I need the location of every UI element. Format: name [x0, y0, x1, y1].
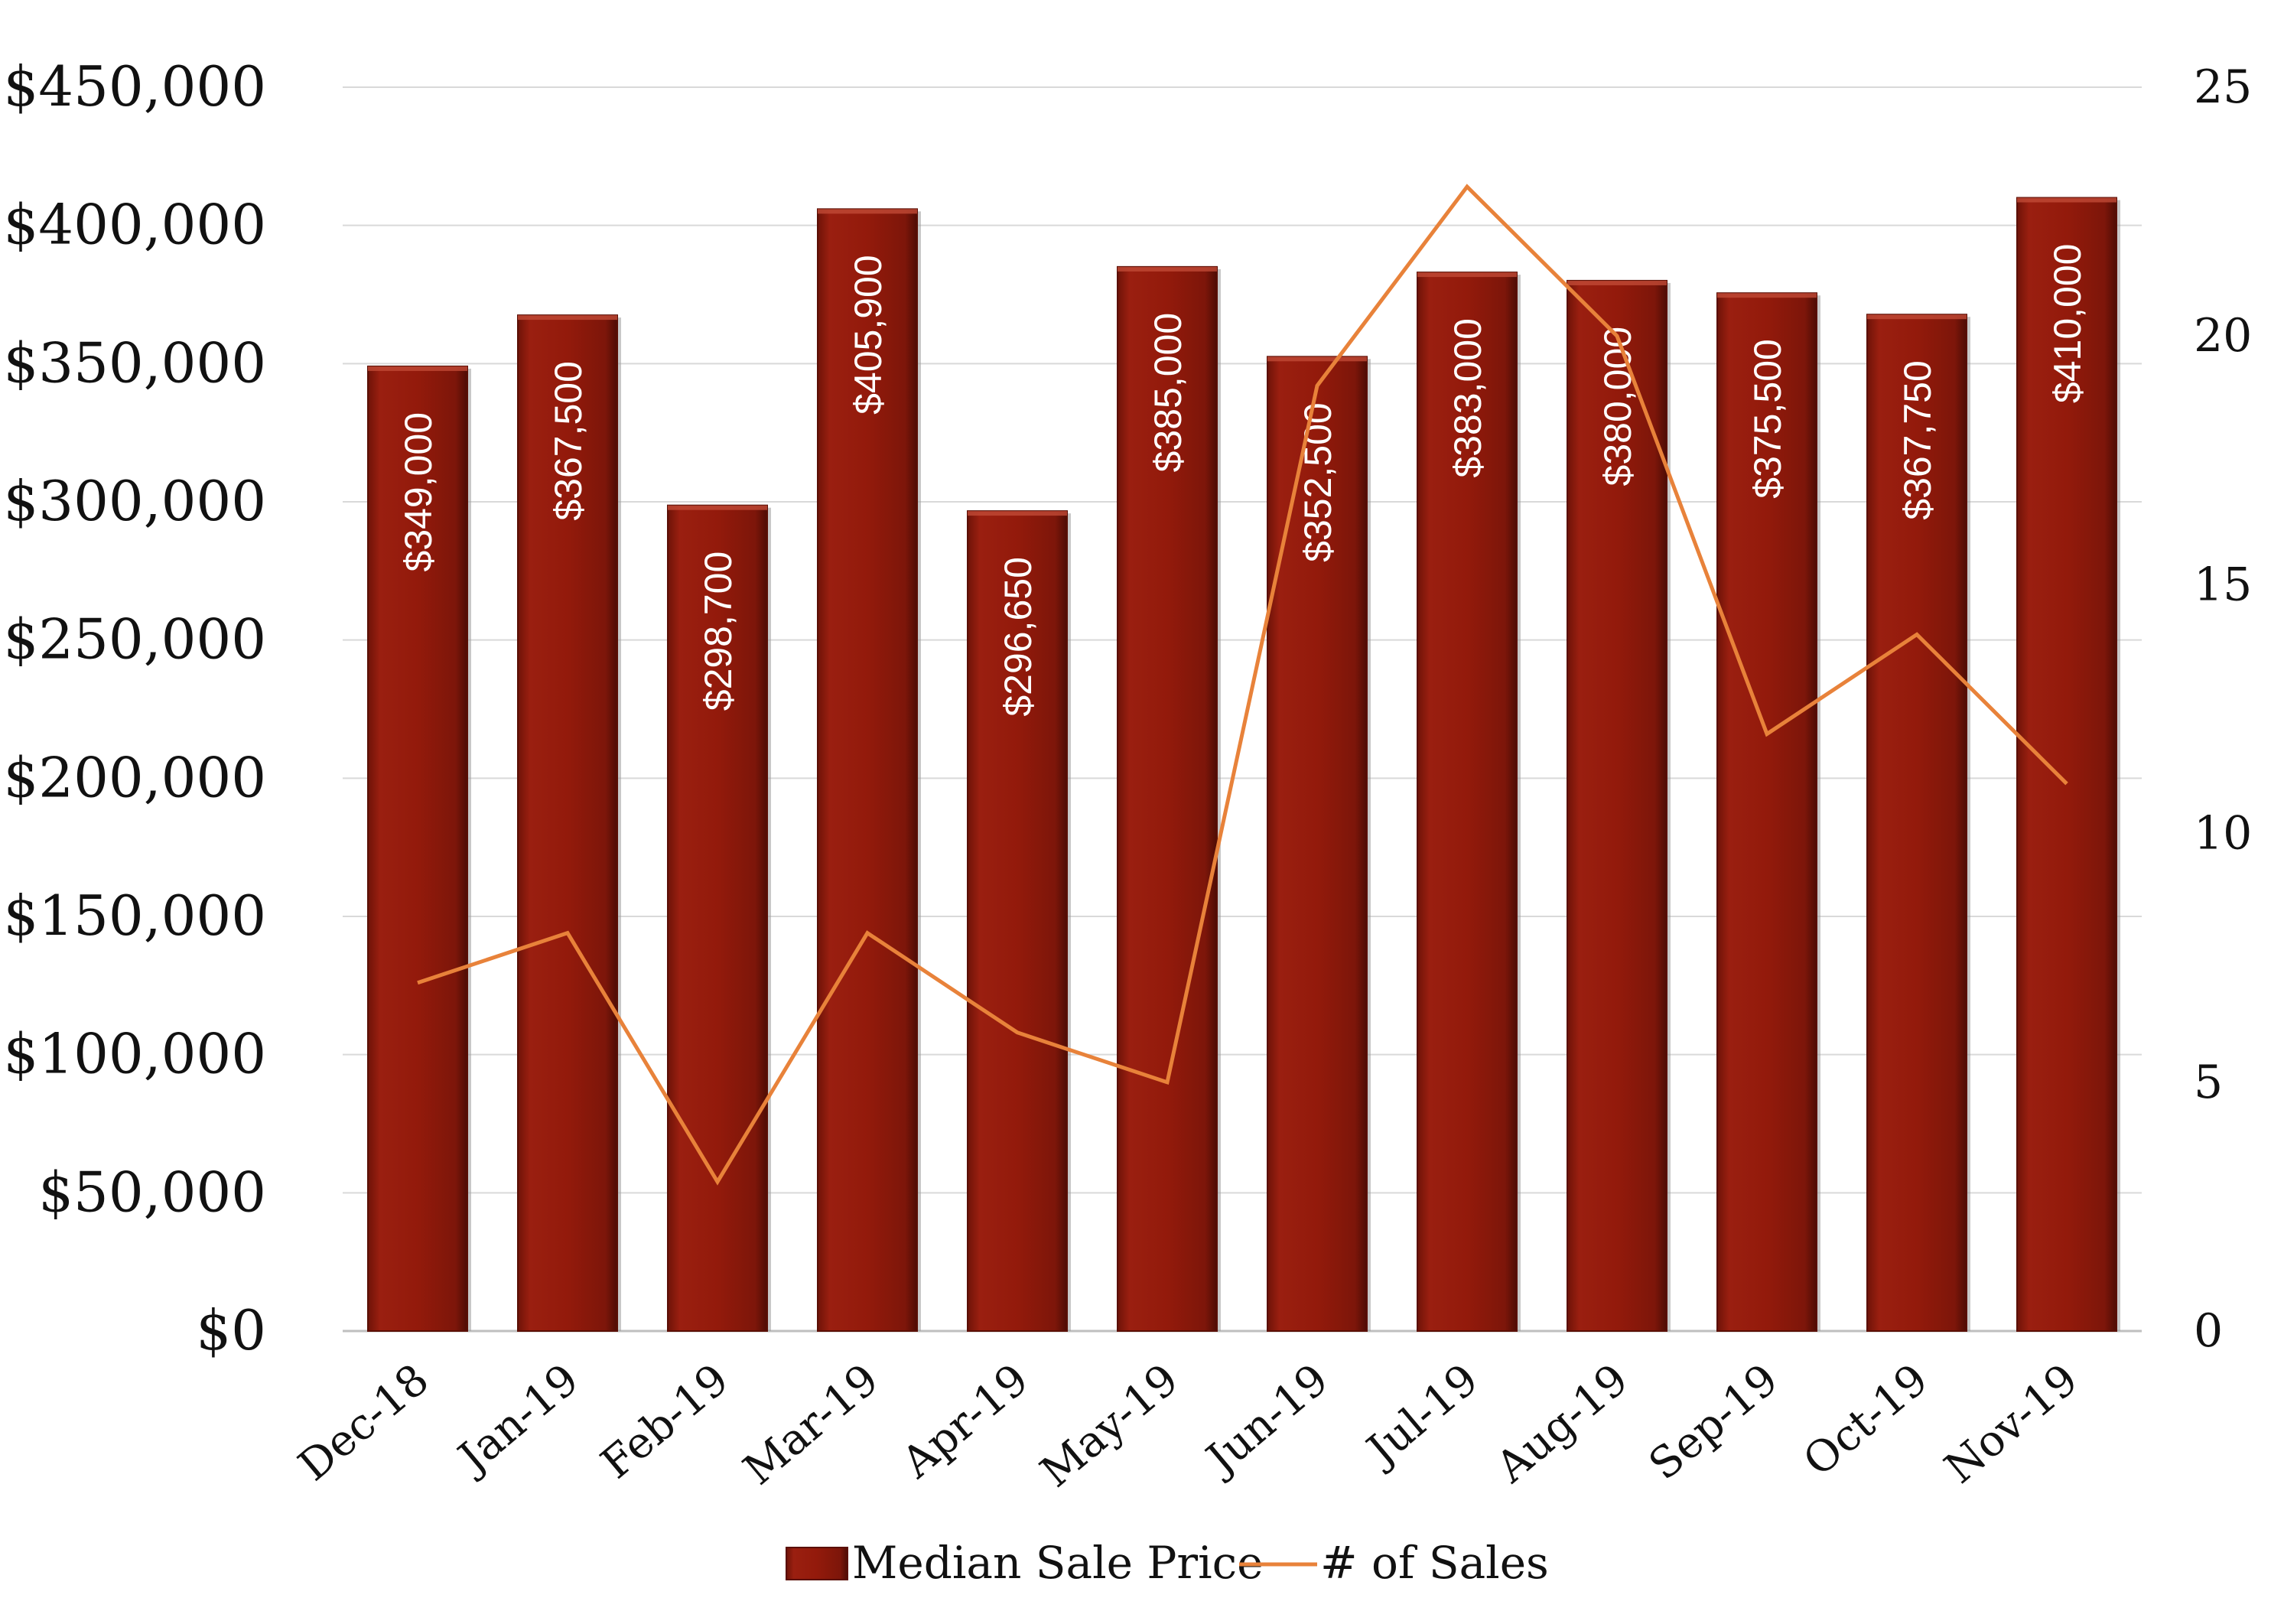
- bar-bevel: [668, 506, 767, 510]
- y-right-tick-label: 0: [2194, 1304, 2223, 1358]
- legend-label-number-of-sales: # of Sales: [1320, 1537, 1549, 1589]
- y-left-tick-label: $50,000: [38, 1160, 266, 1224]
- bar-bevel: [1118, 267, 1217, 272]
- x-tick-label: Nov-19: [1936, 1355, 2087, 1493]
- legend: Median Sale Price # of Sales: [786, 1537, 1549, 1589]
- bar-value-label: $385,000: [1147, 313, 1189, 473]
- y-left-tick-label: $300,000: [3, 469, 266, 533]
- bar-bevel: [1567, 281, 1667, 285]
- y-left-tick-label: $250,000: [3, 607, 266, 672]
- x-tick-label: Jul-19: [1355, 1355, 1488, 1477]
- bar-bevel: [1417, 272, 1517, 277]
- bar-value-label: $375,500: [1746, 339, 1789, 499]
- bar-bevel: [1267, 356, 1367, 361]
- bar-bevel: [518, 315, 617, 320]
- x-tick-label: Feb-19: [592, 1355, 738, 1489]
- bar-value-label: $383,000: [1446, 318, 1489, 478]
- bar-value-label: $405,900: [847, 255, 890, 415]
- y-right-tick-label: 20: [2194, 309, 2252, 363]
- x-tick-label: Oct-19: [1794, 1355, 1938, 1486]
- bar-value-label: $367,500: [547, 361, 590, 521]
- bar-value-label: $296,650: [997, 557, 1040, 717]
- y-left-tick-label: $450,000: [3, 54, 266, 119]
- x-tick-label: Dec-18: [289, 1355, 438, 1491]
- y-left-tick-label: $150,000: [3, 884, 266, 948]
- y-right-tick-label: 10: [2194, 807, 2252, 861]
- bar-value-label: $410,000: [2046, 244, 2089, 404]
- x-tick-label: Aug-19: [1486, 1355, 1638, 1493]
- x-tick-label: Jun-19: [1195, 1355, 1338, 1486]
- bar-bevel: [1867, 314, 1967, 319]
- legend-label-median-sale-price: Median Sale Price: [852, 1537, 1264, 1589]
- x-tick-label: Sep-19: [1640, 1355, 1788, 1490]
- y-right-tick-label: 15: [2194, 558, 2252, 611]
- y-left-tick-label: $350,000: [3, 330, 266, 395]
- bar-bevel: [2017, 198, 2116, 203]
- y-left-tick-label: $200,000: [3, 745, 266, 809]
- y-right-tick-label: 5: [2194, 1056, 2223, 1109]
- x-tick-label: Mar-19: [734, 1355, 888, 1495]
- bar-bevel: [968, 511, 1067, 516]
- bar-value-label: $298,700: [697, 552, 740, 711]
- y-left-tick-label: $100,000: [3, 1022, 266, 1086]
- y-left-tick-label: $400,000: [3, 193, 266, 257]
- bar-bevel: [368, 366, 467, 371]
- bar-value-label: $367,750: [1896, 360, 1939, 520]
- bar-series: $349,000 $367,500 $298,700 $405,900 $296,650…: [368, 198, 2120, 1331]
- x-tick-label: Jan-19: [447, 1355, 588, 1485]
- legend-bar-swatch: [786, 1548, 848, 1580]
- bar-bevel: [1717, 293, 1817, 298]
- bar-value-label: $349,000: [397, 412, 440, 572]
- bar-value-label: $380,000: [1596, 327, 1639, 487]
- x-tick-label: Apr-19: [892, 1355, 1038, 1489]
- bar-value-label: $352,500: [1297, 402, 1339, 562]
- x-tick-label: May-19: [1031, 1355, 1188, 1497]
- y-left-tick-label: $0: [196, 1298, 266, 1362]
- bar-bevel: [818, 209, 917, 213]
- y-right-tick-label: 25: [2194, 60, 2252, 114]
